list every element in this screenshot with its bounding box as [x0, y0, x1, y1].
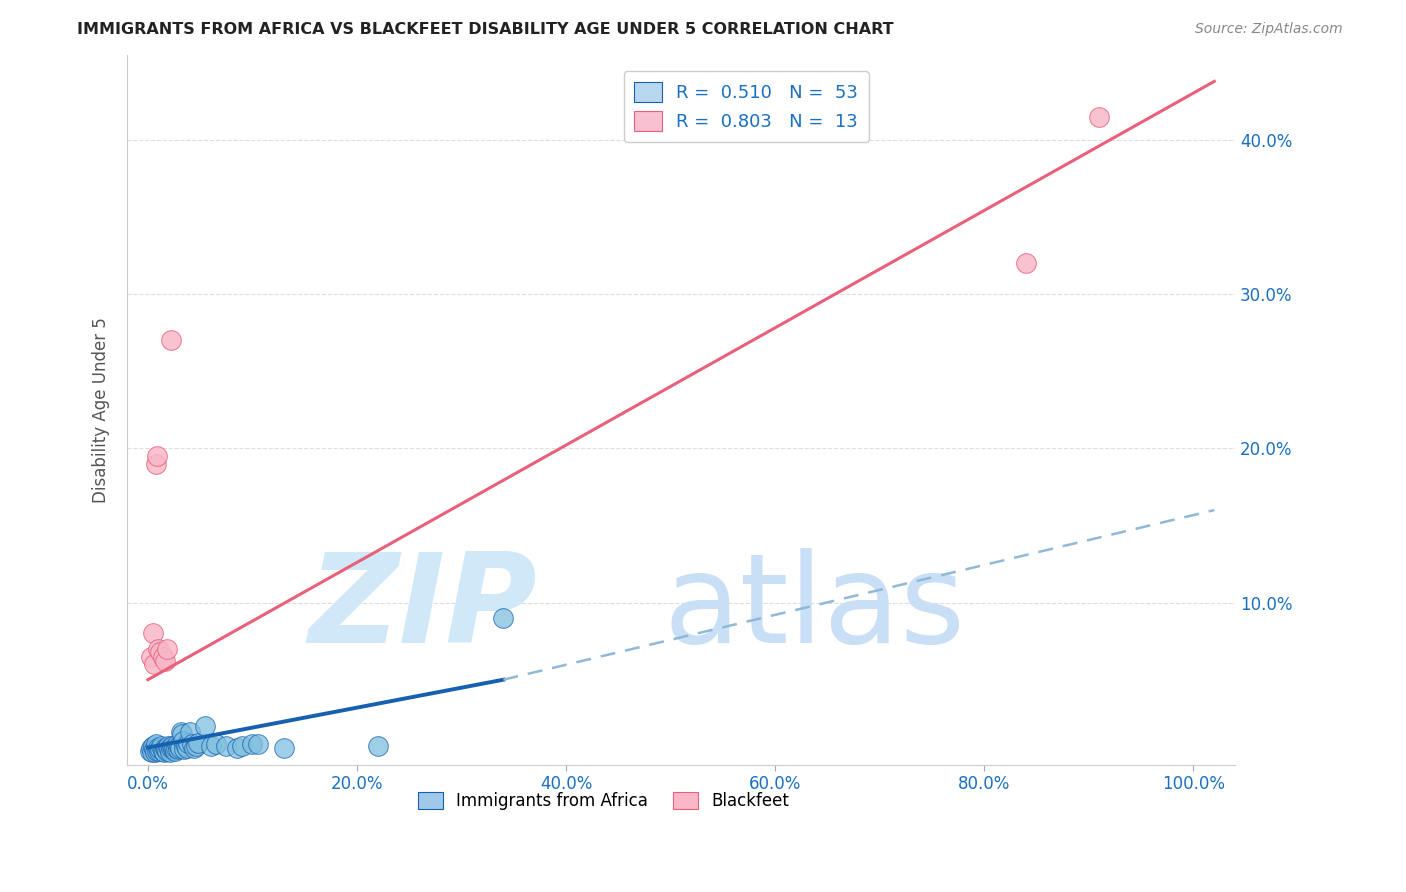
Point: [187, 736, 209, 750]
Point: [160, 739, 183, 753]
Y-axis label: Disability Age Under 5: Disability Age Under 5: [93, 317, 110, 503]
Point: [167, 742, 190, 756]
Point: [139, 740, 162, 755]
Point: [148, 744, 170, 758]
Point: [148, 641, 170, 656]
Point: [1015, 256, 1038, 270]
Point: [170, 725, 193, 739]
Point: [225, 740, 247, 755]
Point: [157, 742, 180, 756]
Point: [1088, 110, 1111, 124]
Point: [152, 744, 174, 758]
Point: [156, 744, 179, 758]
Point: [169, 739, 191, 753]
Point: [160, 740, 183, 755]
Point: [142, 739, 165, 753]
Point: [165, 744, 187, 758]
Point: [163, 740, 186, 755]
Point: [367, 739, 389, 753]
Point: [143, 742, 166, 756]
Point: [166, 738, 188, 752]
Point: [153, 654, 176, 668]
Point: [146, 744, 169, 758]
Point: [145, 738, 167, 752]
Point: [183, 740, 205, 755]
Point: [155, 742, 177, 756]
Point: [149, 645, 172, 659]
Point: [143, 657, 166, 672]
Point: [165, 740, 187, 755]
Point: [173, 742, 195, 756]
Text: atlas: atlas: [664, 548, 965, 669]
Point: [146, 449, 169, 463]
Point: [194, 719, 217, 733]
Point: [145, 457, 167, 471]
Point: [156, 641, 179, 656]
Point: [492, 611, 515, 625]
Point: [149, 742, 172, 756]
Point: [169, 740, 191, 755]
Point: [141, 745, 163, 759]
Point: [172, 734, 194, 748]
Point: [179, 725, 201, 739]
Point: [152, 745, 174, 759]
Point: [176, 736, 198, 750]
Point: [246, 738, 269, 752]
Point: [143, 745, 166, 759]
Point: [180, 738, 202, 752]
Legend: Immigrants from Africa, Blackfeet: Immigrants from Africa, Blackfeet: [411, 785, 796, 816]
Point: [184, 739, 207, 753]
Point: [172, 726, 194, 740]
Point: [139, 649, 162, 664]
Point: [152, 649, 174, 664]
Point: [139, 744, 162, 758]
Point: [176, 740, 198, 755]
Point: [160, 334, 183, 348]
Point: [200, 739, 222, 753]
Point: [231, 739, 253, 753]
Point: [153, 740, 176, 755]
Point: [273, 740, 295, 755]
Point: [242, 738, 264, 752]
Point: [174, 739, 197, 753]
Point: [156, 739, 179, 753]
Point: [159, 745, 181, 759]
Point: [148, 740, 170, 755]
Point: [205, 738, 228, 752]
Text: ZIP: ZIP: [308, 548, 537, 669]
Text: IMMIGRANTS FROM AFRICA VS BLACKFEET DISABILITY AGE UNDER 5 CORRELATION CHART: IMMIGRANTS FROM AFRICA VS BLACKFEET DISA…: [77, 22, 894, 37]
Point: [150, 739, 173, 753]
Point: [162, 742, 184, 756]
Point: [142, 626, 165, 640]
Text: Source: ZipAtlas.com: Source: ZipAtlas.com: [1195, 22, 1343, 37]
Point: [215, 739, 238, 753]
